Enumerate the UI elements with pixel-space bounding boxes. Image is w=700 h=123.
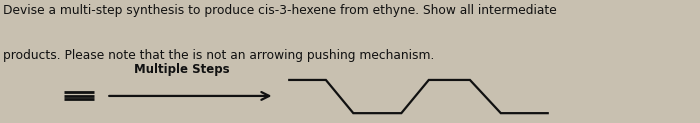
Text: Multiple Steps: Multiple Steps <box>134 63 230 76</box>
Text: Devise a multi-step synthesis to produce cis-3-hexene from ethyne. Show all inte: Devise a multi-step synthesis to produce… <box>4 4 557 17</box>
Text: products. Please note that the is not an arrowing pushing mechanism.: products. Please note that the is not an… <box>4 49 435 62</box>
